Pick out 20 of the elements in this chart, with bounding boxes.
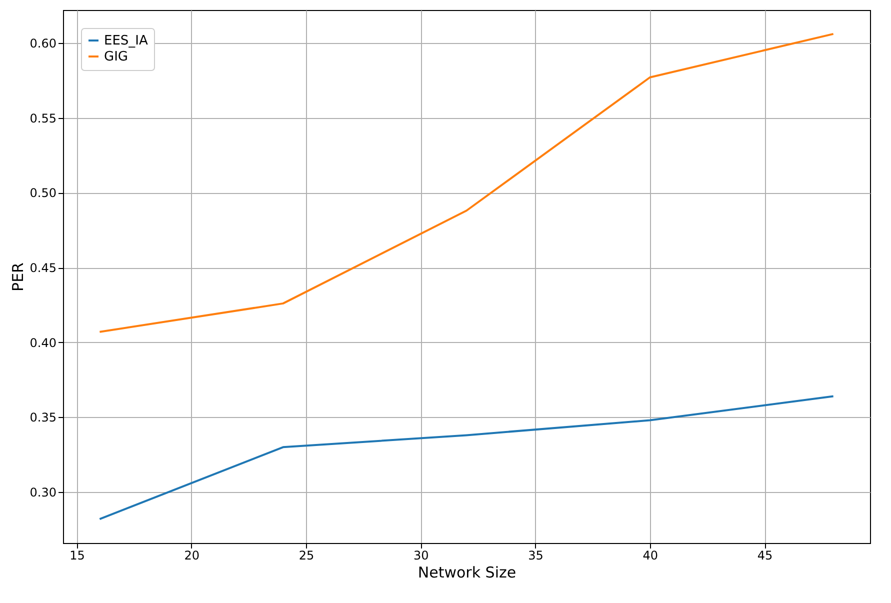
x-axis-title: Network Size [418, 564, 516, 582]
y-tick-label: 0.35 [30, 410, 56, 425]
y-axis-title: PER [8, 262, 27, 292]
y-tick-label: 0.55 [30, 111, 56, 126]
legend-label: GIG [104, 50, 128, 64]
y-tick-label: 0.30 [30, 486, 56, 500]
line-series [98, 32, 834, 333]
x-tick-label: 45 [757, 548, 773, 562]
x-tick-label: 40 [642, 548, 658, 562]
x-tick-label: 25 [298, 548, 314, 562]
y-tick-label: 0.40 [30, 336, 56, 350]
y-tick-label: 0.45 [30, 261, 56, 276]
line-series [98, 395, 834, 520]
x-tick-label: 15 [70, 548, 85, 562]
legend-label: EES_IA [104, 34, 148, 48]
y-tick-label: 0.60 [30, 36, 56, 50]
x-tick-label: 30 [414, 548, 429, 562]
x-tick-label: 35 [528, 548, 544, 562]
y-tick-label: 0.50 [30, 186, 56, 200]
x-tick-label: 20 [184, 548, 200, 562]
